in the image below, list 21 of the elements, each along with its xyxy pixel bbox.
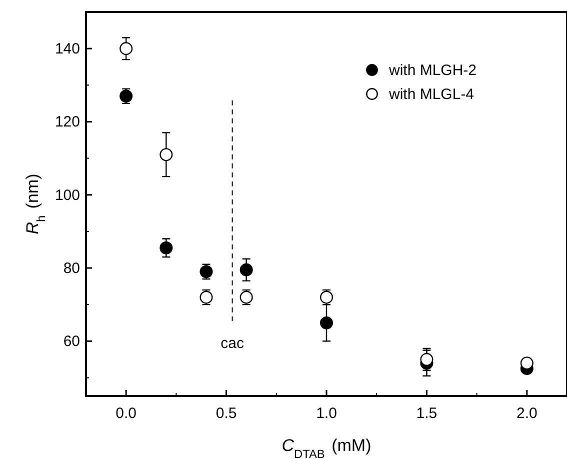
x-tick-label: 0.5 <box>216 405 237 422</box>
x-axis-title: C$_{DTAB}$ (mM) <box>282 436 372 459</box>
legend-label: with MLGL-4 <box>388 86 474 103</box>
point <box>520 356 534 370</box>
y-tick-label: 120 <box>54 114 80 131</box>
point <box>240 263 253 276</box>
point <box>160 148 173 162</box>
x-tick-label: 1.5 <box>416 405 438 422</box>
ref-line-label: cac <box>220 335 244 352</box>
y-tick-label: 100 <box>54 186 80 204</box>
x-tick-label: 2.0 <box>516 405 538 422</box>
point <box>120 42 133 56</box>
point <box>160 241 173 254</box>
x-tick-label: 0.0 <box>116 405 137 422</box>
point <box>420 352 434 366</box>
y-tick-label: 60 <box>63 333 80 350</box>
legend-label: with MLGH-2 <box>388 62 477 79</box>
x-tick-label: 1.0 <box>316 405 337 422</box>
y-tick-label: 140 <box>54 40 80 58</box>
point <box>320 316 334 330</box>
y-tick-label: 80 <box>63 260 80 277</box>
